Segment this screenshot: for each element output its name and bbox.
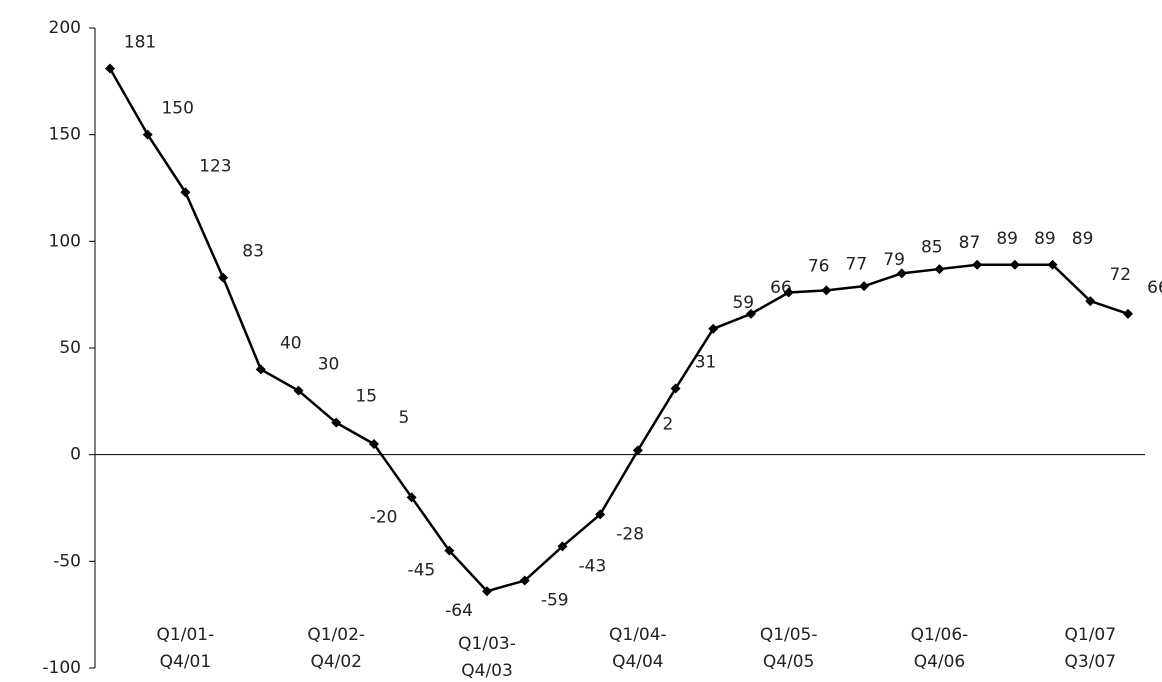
x-tick-label: Q1/01-Q4/01	[157, 625, 215, 672]
data-label: -43	[579, 556, 607, 576]
marker	[218, 272, 229, 283]
data-label: 89	[1072, 229, 1094, 249]
line	[108, 67, 1129, 593]
marker	[934, 264, 945, 275]
data-label: -28	[616, 524, 644, 544]
marker	[670, 383, 681, 394]
data-label: 15	[355, 387, 377, 407]
marker	[783, 287, 794, 298]
x-tick-label: Q1/02-Q4/02	[307, 625, 365, 672]
y-tick-label: -100	[42, 658, 81, 678]
data-label: 59	[732, 293, 754, 313]
marker	[293, 385, 304, 396]
marker	[557, 541, 568, 552]
marker	[1085, 296, 1096, 307]
y-tick-label: -50	[53, 551, 81, 571]
marker	[1009, 259, 1020, 270]
marker	[1047, 259, 1058, 270]
data-label: 79	[883, 250, 905, 270]
marker	[482, 586, 493, 597]
marker	[331, 417, 342, 428]
data-label: 2	[662, 414, 673, 434]
marker	[708, 323, 719, 334]
marker	[632, 445, 643, 456]
y-tick-label: 0	[70, 445, 81, 465]
data-label: 30	[318, 355, 340, 375]
marker	[595, 509, 606, 520]
y-tick-label: 150	[49, 125, 81, 145]
data-label: -20	[370, 507, 398, 527]
data-label: 89	[1034, 229, 1056, 249]
data-label: -59	[541, 591, 569, 611]
marker	[896, 268, 907, 279]
data-label: 85	[921, 237, 943, 257]
data-label: 76	[808, 257, 830, 277]
marker	[519, 575, 530, 586]
data-label: 150	[161, 99, 193, 119]
x-tick-label: Q1/04-Q4/04	[609, 625, 667, 672]
y-tick-label: 100	[49, 231, 81, 251]
marker	[105, 63, 115, 74]
data-label: 77	[846, 254, 868, 274]
data-label: 66	[1147, 278, 1162, 298]
data-label: 40	[280, 333, 302, 353]
marker	[972, 259, 983, 270]
marker	[745, 308, 756, 319]
y-tick-label: 200	[49, 18, 81, 38]
marker	[180, 187, 191, 198]
data-label: -45	[407, 561, 435, 581]
data-label: 181	[124, 33, 156, 53]
data-label: 31	[695, 353, 717, 373]
marker	[1123, 308, 1133, 319]
data-label: 72	[1109, 265, 1131, 285]
data-label: 5	[399, 408, 410, 428]
marker	[821, 285, 832, 296]
x-tick-label: Q1/05-Q4/05	[760, 625, 818, 672]
marker	[142, 129, 153, 140]
data-label: -64	[445, 601, 473, 621]
marker	[406, 492, 417, 503]
marker	[444, 545, 455, 556]
data-label: 83	[242, 242, 264, 262]
marker	[368, 439, 379, 449]
y-tick-label: 50	[59, 338, 81, 358]
data-label: 89	[996, 229, 1018, 249]
x-tick-label: Q1/06-Q4/06	[911, 625, 969, 672]
marker	[859, 281, 870, 292]
x-tick-label: Q1/07 Q3/07	[1065, 625, 1117, 672]
x-tick-label: Q1/03-Q4/03	[458, 634, 516, 681]
data-label: 123	[199, 156, 231, 176]
data-label: 87	[959, 233, 981, 253]
marker	[255, 364, 266, 375]
